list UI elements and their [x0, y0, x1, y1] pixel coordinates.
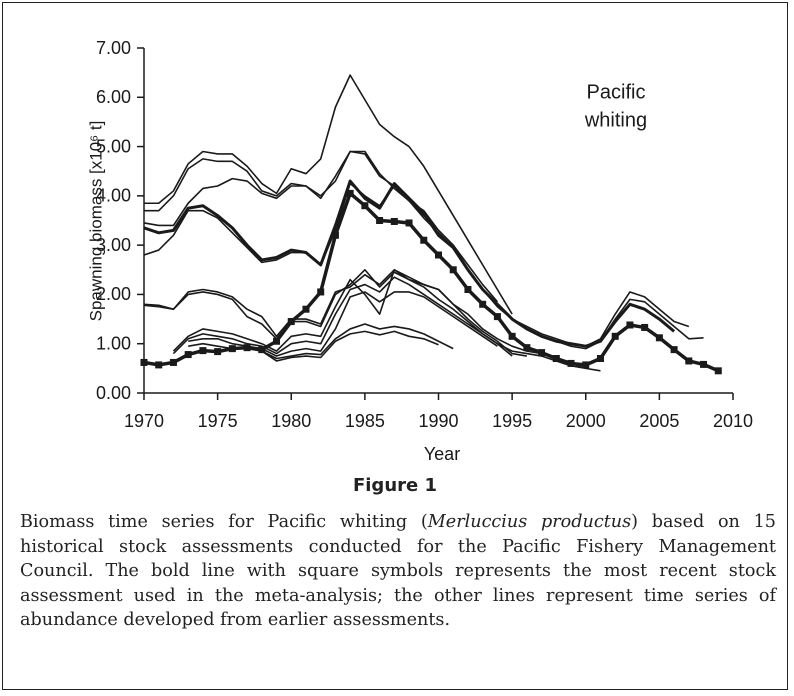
x-tick-label: 1985: [345, 411, 385, 431]
marker: [302, 305, 310, 313]
series-line: [144, 150, 690, 347]
marker: [523, 344, 531, 352]
marker: [258, 346, 266, 354]
y-tick-label: 6.00: [96, 87, 131, 107]
marker: [641, 323, 649, 331]
marker: [596, 355, 604, 362]
series-line: [143, 182, 499, 303]
x-tick-label: 1990: [418, 411, 458, 431]
marker: [317, 288, 325, 296]
y-tick-label: 7.00: [96, 38, 131, 58]
marker: [582, 361, 590, 369]
marker: [243, 344, 251, 352]
x-axis-label: Year: [424, 444, 460, 464]
x-tick-label: 1975: [198, 411, 238, 431]
series-line: [143, 191, 719, 373]
marker: [611, 332, 619, 340]
marker: [508, 332, 516, 340]
marker: [273, 337, 281, 345]
x-tick-label: 2000: [566, 411, 606, 431]
marker: [493, 313, 501, 321]
annotation: whiting: [584, 109, 647, 131]
series-line: [143, 150, 704, 350]
marker: [700, 360, 708, 368]
chart: Pacific whiting Year Spawning biomass [x…: [86, 38, 753, 464]
marker: [538, 349, 546, 357]
marker: [140, 358, 148, 366]
marker: [626, 321, 634, 329]
marker: [655, 334, 663, 342]
marker: [552, 355, 560, 362]
marker: [361, 202, 369, 210]
x-tick-label: 2005: [639, 411, 679, 431]
series-line: [144, 74, 513, 315]
figure-label: Figure 1: [352, 475, 438, 496]
y-tick-label: 1.00: [96, 333, 131, 353]
marker: [685, 357, 693, 365]
y-tick-label: 3.00: [96, 235, 131, 255]
caption-italic: Merluccius productus: [427, 512, 632, 532]
x-tick-label: 1970: [124, 411, 164, 431]
marker: [214, 348, 222, 356]
series-line: [143, 268, 527, 357]
marker: [449, 266, 457, 274]
marker: [390, 217, 398, 225]
marker: [464, 286, 472, 293]
marker: [435, 251, 442, 259]
marker: [169, 358, 177, 366]
y-axis-label: Spawning biomass [x10⁶ t]: [86, 121, 105, 322]
caption-text: Biomass time series for Pacific whiting …: [20, 512, 428, 532]
y-tick-label: 5.00: [96, 136, 131, 156]
marker: [479, 300, 487, 308]
marker: [714, 367, 722, 375]
series-line: [188, 323, 454, 360]
series-line: [143, 179, 676, 348]
x-tick-label: 1995: [492, 411, 532, 431]
marker: [287, 318, 295, 326]
marker: [228, 345, 236, 353]
caption: Biomass time series for Pacific whiting …: [20, 510, 776, 633]
marker: [405, 219, 413, 227]
marker: [346, 189, 354, 197]
series-line: [143, 268, 513, 357]
series-line: [188, 291, 498, 357]
caption-text: ) based on 15 historical stock assessmen…: [20, 512, 776, 631]
marker: [155, 361, 163, 369]
x-tick-label: 2010: [713, 411, 753, 431]
marker: [199, 347, 207, 355]
marker: [670, 346, 678, 354]
annotation: Pacific: [587, 81, 646, 103]
x-tick-label: 1980: [271, 411, 311, 431]
series-line: [232, 330, 439, 362]
series-line: [172, 276, 586, 370]
marker: [420, 236, 428, 244]
marker: [567, 359, 575, 367]
y-tick-label: 4.00: [96, 186, 131, 206]
marker: [376, 217, 384, 224]
y-tick-label: 0.00: [96, 383, 131, 403]
y-tick-label: 2.00: [96, 284, 131, 304]
marker: [331, 231, 339, 239]
series-line: [172, 268, 601, 372]
marker: [184, 351, 192, 359]
figure: Pacific whiting Year Spawning biomass [x…: [2, 2, 788, 690]
